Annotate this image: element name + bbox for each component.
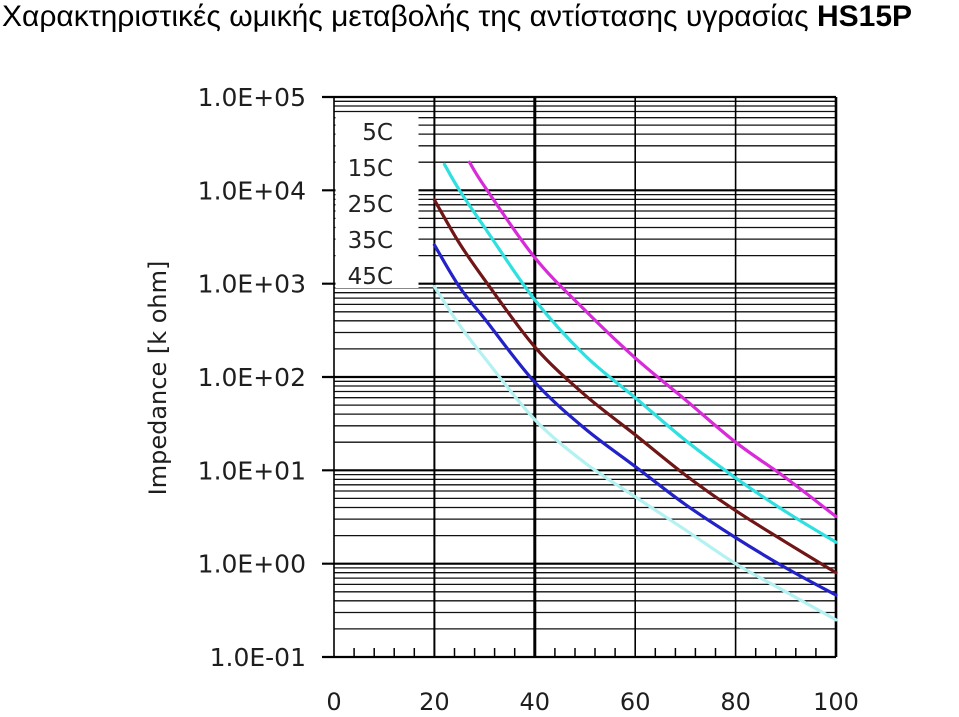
y-tick-label: 1.0E+02 (198, 363, 306, 392)
x-tick-label: 20 (419, 688, 450, 716)
x-tick-label: 80 (720, 688, 751, 716)
y-tick-label: 1.0E+04 (198, 176, 306, 205)
x-minor-ticks (354, 648, 816, 657)
series-line-15c (444, 164, 836, 542)
legend-item-label: 15C (348, 156, 393, 182)
legend-item-label: 35C (348, 228, 393, 254)
y-tick-label: 1.0E+03 (198, 270, 306, 299)
y-tick-label: 1.0E+05 (198, 83, 306, 112)
slide-title-model: HS15P (817, 0, 912, 33)
series-line-5c (470, 162, 837, 516)
y-tick-label: 1.0E-01 (210, 643, 306, 672)
x-tick-label: 100 (813, 688, 859, 716)
y-tick-label: 1.0E+01 (198, 456, 306, 485)
slide-title: Χαρακτηριστικές ωμικής μεταβολής της αντ… (2, 0, 912, 34)
x-tick-labels: 0 20 40 60 80 100 (326, 688, 859, 716)
x-tick-label: 0 (326, 688, 341, 716)
slide-title-text: Χαρακτηριστικές ωμικής μεταβολής της αντ… (2, 0, 809, 33)
y-tick-labels: 1.0E+05 1.0E+04 1.0E+03 1.0E+02 1.0E+01 1.0E+… (198, 83, 306, 672)
y-tick-label: 1.0E+00 (198, 550, 306, 579)
legend-item-label: 25C (348, 192, 393, 218)
y-axis-title: Impedance [k ohm] (144, 261, 172, 496)
legend-item-label: 5C (362, 120, 393, 146)
x-tick-label: 60 (620, 688, 651, 716)
legend-item-label: 45C (348, 264, 393, 290)
x-tick-label: 40 (520, 688, 551, 716)
